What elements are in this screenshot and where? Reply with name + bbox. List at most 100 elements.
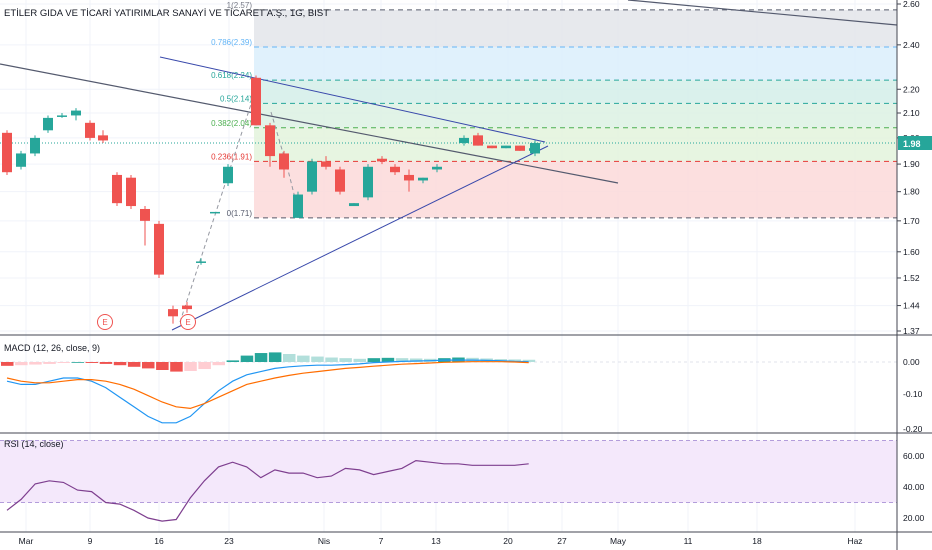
earnings-marker-label: E	[102, 318, 107, 327]
candle-body	[501, 145, 511, 149]
fib-zone	[254, 80, 897, 104]
macd-histogram-bar	[297, 355, 310, 362]
rsi-line	[6, 459, 529, 522]
fib-level-label: 0.382(2.04)	[211, 119, 252, 128]
candle-body	[363, 166, 373, 198]
candle-body	[112, 174, 122, 204]
y-tick-label: 2.20	[903, 84, 920, 94]
macd-histogram-bar	[254, 353, 268, 362]
macd-histogram-bar	[99, 362, 113, 364]
x-tick-label: 13	[431, 536, 441, 546]
candle-body	[307, 161, 317, 192]
rsi-band	[0, 440, 897, 503]
x-tick-label: 11	[684, 536, 693, 546]
x-tick-label: Haz	[847, 536, 862, 546]
macd-histogram-bar	[127, 362, 141, 367]
x-tick-label: 20	[503, 536, 513, 546]
macd-line	[6, 359, 529, 424]
candle-body	[279, 153, 289, 170]
macd-histogram-bar	[240, 355, 254, 362]
macd-histogram-bar	[226, 360, 240, 362]
macd-histogram-bar	[15, 362, 28, 366]
candle-body	[196, 261, 206, 263]
fib-level-label: 0.5(2.14)	[220, 94, 252, 103]
upper-channel-line	[159, 56, 546, 143]
y-tick-label: 1.90	[903, 159, 920, 169]
earnings-marker-circle	[97, 314, 113, 330]
macd-histogram-bar	[29, 362, 42, 365]
candle-body	[321, 161, 331, 167]
candle-body	[140, 208, 150, 221]
y-tick-label: 1.37	[903, 326, 920, 336]
fib-zone	[254, 9, 897, 47]
candle-body	[126, 177, 136, 207]
macd-histogram-bar	[283, 354, 296, 362]
macd-histogram-bar	[1, 362, 14, 366]
macd-histogram-bar	[353, 358, 366, 362]
upper-right-trendline	[627, 0, 898, 26]
macd-tick-label: -0.20	[903, 424, 923, 434]
macd-histogram-bar	[367, 358, 381, 362]
candle-body	[168, 309, 178, 317]
candle-body	[390, 166, 400, 173]
x-tick-label: 7	[379, 536, 384, 546]
x-tick-label: 18	[752, 536, 762, 546]
fib-level-label: 1(2.57)	[227, 1, 253, 10]
x-tick-label: 27	[557, 536, 567, 546]
rsi-pane	[0, 440, 897, 522]
x-tick-label: 9	[88, 536, 93, 546]
y-tick-label: 1.80	[903, 187, 920, 197]
rsi-tick-label: 40.00	[903, 482, 925, 492]
x-tick-label: May	[610, 536, 627, 546]
fib-zone	[254, 161, 897, 218]
macd-histogram-bar	[113, 362, 127, 366]
y-tick-label: 2.10	[903, 108, 920, 118]
macd-histogram-bar	[142, 362, 155, 369]
fib-level-label: 0.618(2.24)	[211, 71, 252, 80]
candle-body	[57, 115, 67, 117]
rsi-tick-label: 60.00	[903, 451, 925, 461]
candle-body	[404, 174, 414, 181]
macd-histogram-bar	[325, 357, 338, 362]
candle-body	[2, 132, 12, 173]
y-tick-label: 1.52	[903, 273, 920, 283]
candle-body	[418, 177, 428, 181]
macd-histogram-bar	[184, 362, 197, 371]
candle-body	[182, 305, 192, 310]
candle-body	[16, 153, 26, 167]
x-tick-label: 23	[224, 536, 234, 546]
last-price-badge-bg	[898, 136, 932, 150]
macd-histogram-bar	[85, 362, 99, 363]
candle-body	[154, 223, 164, 275]
candle-body	[349, 203, 359, 207]
macd-histogram-bar	[339, 358, 352, 362]
macd-histogram-bar	[508, 359, 522, 362]
macd-histogram-bar	[212, 362, 225, 366]
y-tick-label: 2.40	[903, 40, 920, 50]
fibonacci-zones: 1(2.57) 0.786(2.39) 0.618(2.24) 0.5(2.14) 0.…	[0, 1, 897, 219]
candle-body	[432, 166, 442, 170]
fib-zone	[254, 46, 897, 81]
x-tick-label: 16	[154, 536, 164, 546]
macd-tick-label: -0.10	[903, 389, 923, 399]
x-tick-label: Nis	[318, 536, 330, 546]
fib-zone	[254, 103, 897, 128]
candle-body	[487, 145, 497, 149]
fib-level-label: 0(1.71)	[227, 209, 253, 218]
macd-histogram-bar	[170, 362, 183, 372]
macd-histogram-bar	[156, 362, 169, 370]
candles	[2, 75, 540, 324]
last-price-badge: 1.98	[898, 136, 932, 150]
macd-histogram-bar	[198, 362, 211, 370]
y-tick-label: 1.70	[903, 216, 920, 226]
candle-body	[377, 158, 387, 162]
candle-body	[98, 135, 108, 141]
candle-body	[515, 145, 525, 151]
candle-body	[293, 194, 303, 218]
earnings-marker-circle	[180, 314, 196, 330]
candle-body	[251, 77, 261, 126]
macd-label: MACD (12, 26, close, 9)	[4, 343, 100, 353]
